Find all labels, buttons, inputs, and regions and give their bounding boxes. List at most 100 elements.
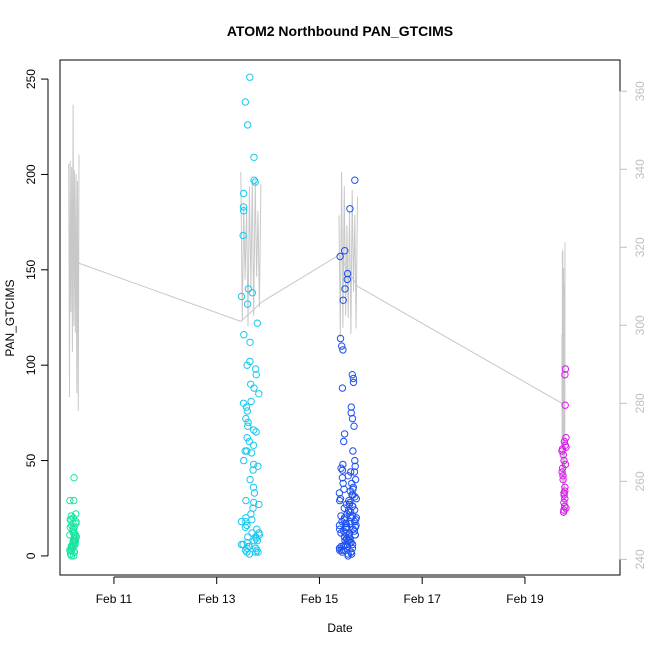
data-point — [336, 334, 345, 343]
data-point — [242, 403, 251, 411]
data-point — [254, 462, 262, 470]
data-point — [343, 269, 352, 278]
data-point — [349, 378, 358, 387]
data-point — [341, 285, 349, 293]
data-point — [561, 460, 570, 469]
secondary-line-segment — [240, 171, 262, 327]
y-tick-label: 150 — [24, 259, 38, 279]
data-point — [352, 495, 360, 503]
y2-tick-label: 240 — [633, 549, 647, 569]
data-point — [562, 434, 570, 442]
data-point — [558, 468, 566, 476]
y-tick-label: 0 — [24, 552, 38, 559]
data-point — [340, 485, 348, 493]
data-point — [244, 285, 253, 293]
data-point — [247, 449, 256, 457]
data-point — [560, 456, 568, 465]
data-point — [341, 519, 350, 528]
data-point — [239, 203, 248, 211]
data-point — [560, 506, 568, 514]
data-point — [339, 346, 347, 354]
data-point — [250, 489, 259, 497]
data-point — [341, 247, 349, 255]
y-axis-label: PAN_GTCIMS — [3, 279, 17, 356]
data-point — [559, 475, 567, 484]
data-point — [338, 517, 346, 526]
data-point — [72, 510, 80, 518]
data-point — [345, 496, 353, 505]
data-point — [560, 437, 569, 446]
data-point — [246, 475, 254, 484]
data-point — [248, 516, 256, 524]
data-point — [561, 365, 570, 373]
data-point — [559, 472, 567, 480]
data-point — [252, 365, 260, 373]
data-point — [339, 296, 347, 304]
data-point — [249, 504, 257, 512]
axes-layer: 0 50 100 150 200 250 Feb 11 Feb 13 Feb 15 Feb 17 F… — [24, 69, 647, 606]
data-point — [250, 426, 258, 434]
data-point — [340, 430, 349, 438]
y2-tick-label: 260 — [633, 471, 647, 491]
data-point — [253, 537, 261, 545]
data-point — [338, 384, 347, 392]
data-point — [351, 456, 359, 465]
data-point — [342, 500, 351, 509]
data-point — [250, 498, 258, 507]
data-point — [253, 319, 261, 327]
data-point — [243, 300, 252, 308]
data-point — [346, 205, 354, 213]
data-point — [255, 500, 263, 509]
data-point — [243, 538, 251, 547]
x-tick-label: Feb 19 — [506, 592, 544, 606]
chart-title: ATOM2 Northbound PAN_GTCIMS — [227, 23, 453, 39]
y-tick-label: 50 — [24, 454, 38, 468]
x-tick-label: Feb 15 — [301, 592, 339, 606]
secondary-line-segment — [338, 171, 358, 338]
data-point — [561, 401, 569, 409]
data-point — [345, 531, 353, 539]
data-point — [252, 371, 260, 379]
data-point — [244, 418, 252, 427]
data-point — [561, 441, 569, 449]
data-point — [335, 489, 344, 497]
data-point — [351, 176, 359, 184]
y2-tick-label: 320 — [633, 237, 647, 257]
data-point — [254, 548, 262, 556]
data-point — [339, 460, 347, 469]
data-point — [340, 437, 348, 446]
data-point — [69, 542, 78, 551]
data-point — [240, 456, 248, 465]
data-point — [351, 475, 360, 484]
data-point — [561, 495, 569, 503]
data-point — [560, 498, 568, 507]
points-layer — [66, 73, 570, 560]
data-point — [338, 474, 347, 482]
data-point — [249, 441, 258, 449]
data-point — [245, 437, 254, 446]
data-point — [336, 546, 344, 554]
data-point — [561, 502, 569, 510]
data-point — [561, 483, 569, 491]
data-point — [338, 342, 346, 350]
data-point — [246, 73, 254, 81]
data-point — [72, 519, 80, 528]
data-point — [350, 422, 358, 430]
y2-tick-label: 360 — [633, 81, 647, 101]
y-tick-label: 200 — [24, 164, 38, 184]
data-point — [349, 485, 357, 493]
data-point — [241, 98, 250, 106]
data-point — [67, 512, 76, 520]
data-point — [69, 552, 78, 560]
data-point — [242, 496, 250, 505]
data-point — [248, 289, 257, 297]
data-point — [336, 252, 344, 261]
x-axis-label: Date — [327, 621, 353, 635]
y-tick-label: 250 — [24, 69, 38, 89]
y2-tick-label: 300 — [633, 315, 647, 335]
data-point — [340, 504, 348, 512]
data-point — [346, 517, 354, 526]
data-point — [250, 176, 258, 184]
